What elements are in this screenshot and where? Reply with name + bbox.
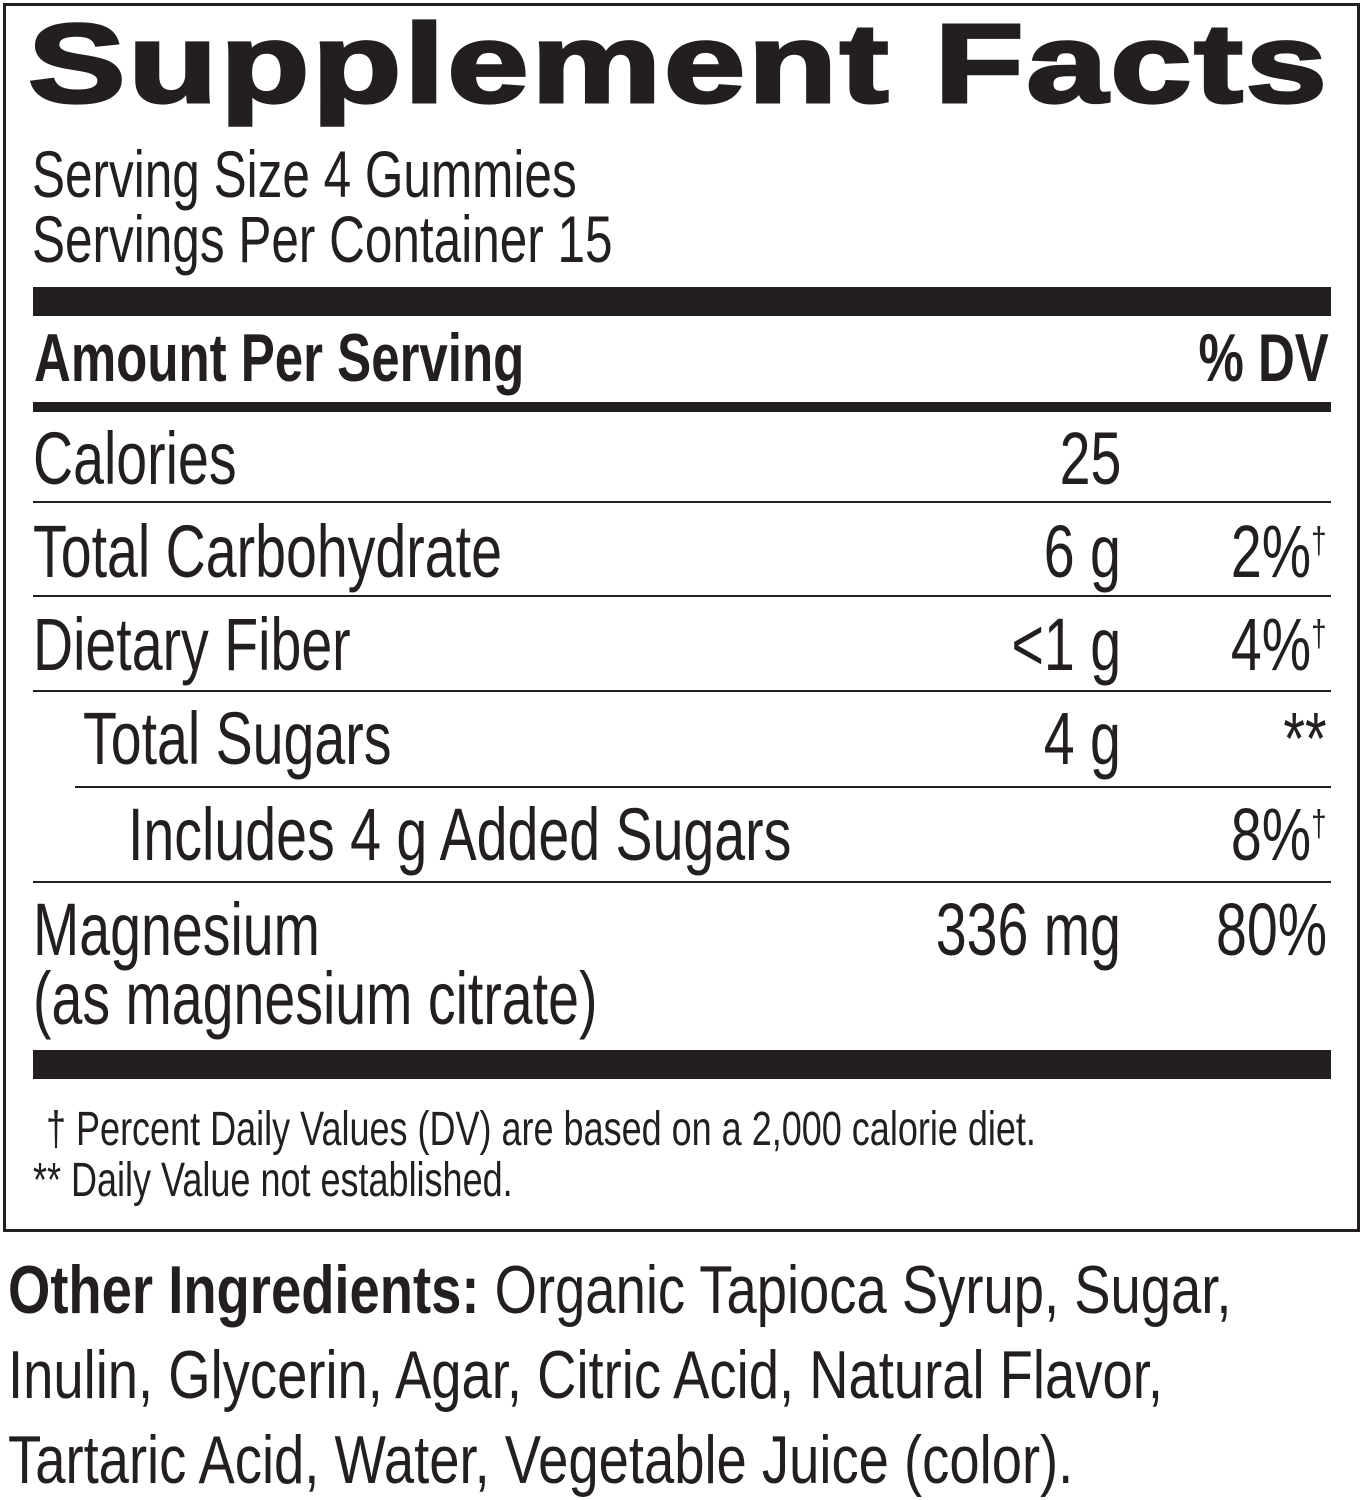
dagger-mark: † <box>1311 519 1327 561</box>
footnote-dagger: † Percent Daily Values (DV) are based on… <box>46 1103 1036 1156</box>
row-carb-name: Total Carbohydrate <box>33 510 502 593</box>
row-divider <box>33 501 1331 503</box>
row-divider <box>33 881 1331 883</box>
row-calories-name: Calories <box>33 417 237 500</box>
supplement-facts-panel <box>3 3 1360 1232</box>
row-carb-dv: 2%† <box>1231 510 1327 593</box>
amount-per-serving-header: Amount Per Serving <box>34 320 525 396</box>
row-fiber-dv: 4%† <box>1231 603 1327 686</box>
other-ingredients-label: Other Ingredients: <box>8 1252 480 1328</box>
row-sugars-amount: 4 g <box>1043 697 1121 780</box>
thick-divider <box>33 1050 1331 1079</box>
row-calories-amount: 25 <box>1059 417 1121 500</box>
row-sugars-name: Total Sugars <box>83 697 392 780</box>
serving-size: Serving Size 4 Gummies <box>32 137 577 211</box>
row-magnesium-amount: 336 mg <box>935 888 1121 971</box>
row-fiber-name: Dietary Fiber <box>33 603 351 686</box>
row-magnesium-name: Magnesium <box>33 888 320 971</box>
row-fiber-amount: <1 g <box>1011 603 1121 686</box>
other-ingredients-line: Inulin, Glycerin, Agar, Citric Acid, Nat… <box>8 1337 1163 1413</box>
row-magnesium-source: (as magnesium citrate) <box>33 957 598 1040</box>
dagger-mark: † <box>1311 612 1327 654</box>
footnote-asterisk: ** Daily Value not established. <box>33 1154 513 1207</box>
row-divider <box>75 786 1331 788</box>
dv-header: % DV <box>1198 320 1329 396</box>
dagger-mark: † <box>1311 802 1327 844</box>
row-magnesium-dv: 80% <box>1215 888 1327 971</box>
panel-title: Supplement Facts <box>26 1 1330 126</box>
medium-divider <box>33 402 1331 412</box>
other-ingredients-line: Other Ingredients: Organic Tapioca Syrup… <box>8 1252 1232 1328</box>
row-divider <box>33 690 1331 692</box>
servings-per-container: Servings Per Container 15 <box>32 202 613 276</box>
row-sugars-dv: ** <box>1283 697 1327 780</box>
row-added-sugars-dv: 8%† <box>1231 793 1327 876</box>
thick-divider <box>33 287 1331 316</box>
row-added-sugars-name: Includes 4 g Added Sugars <box>128 793 792 876</box>
row-carb-amount: 6 g <box>1043 510 1121 593</box>
other-ingredients-line: Tartaric Acid, Water, Vegetable Juice (c… <box>8 1422 1074 1498</box>
row-divider <box>33 595 1331 597</box>
